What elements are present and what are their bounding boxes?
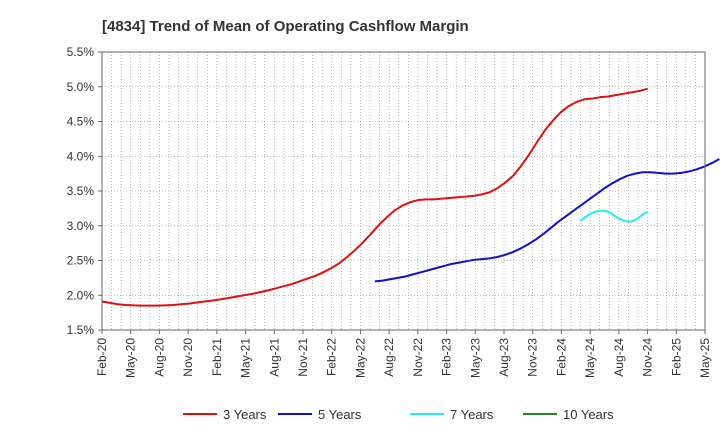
x-tick-label: May-20 — [124, 338, 138, 378]
x-tick-label: May-25 — [698, 338, 712, 378]
x-tick-label: Feb-23 — [440, 338, 454, 376]
x-tick-label: Aug-24 — [612, 338, 626, 377]
plot-area — [102, 52, 705, 330]
axes: 5.5%5.0%4.5%4.0%3.5%3.0%2.5%2.0%1.5%Feb-… — [67, 45, 712, 378]
legend-label: 7 Years — [450, 407, 494, 422]
y-tick-label: 4.0% — [67, 149, 95, 163]
x-tick-label: Nov-22 — [411, 338, 425, 377]
chart-title: [4834] Trend of Mean of Operating Cashfl… — [102, 18, 469, 35]
x-tick-label: Feb-20 — [95, 338, 109, 376]
x-tick-label: May-23 — [468, 338, 482, 378]
x-tick-label: Aug-20 — [152, 338, 166, 377]
y-tick-label: 1.5% — [67, 323, 95, 337]
x-tick-label: May-21 — [239, 338, 253, 378]
x-tick-label: Nov-21 — [296, 338, 310, 377]
x-tick-label: Aug-23 — [497, 338, 511, 377]
series-line-3-years — [101, 87, 648, 307]
y-tick-label: 5.0% — [67, 80, 95, 94]
legend-label: 5 Years — [318, 407, 362, 422]
x-tick-label: Nov-20 — [181, 338, 195, 377]
y-tick-label: 2.5% — [67, 254, 95, 268]
x-tick-label: May-24 — [583, 338, 597, 378]
plot-background — [102, 52, 705, 330]
x-tick-label: Feb-22 — [325, 338, 339, 376]
x-tick-label: Nov-23 — [526, 338, 540, 377]
y-tick-label: 4.5% — [67, 115, 95, 129]
y-tick-label: 5.5% — [67, 45, 95, 59]
grid — [102, 52, 705, 330]
series-lines — [101, 87, 720, 307]
series-line-7-years — [579, 209, 649, 223]
series-line-5-years — [374, 158, 720, 283]
x-tick-label: Feb-21 — [210, 338, 224, 376]
x-tick-label: Feb-25 — [669, 338, 683, 376]
x-tick-label: May-22 — [353, 338, 367, 378]
y-tick-label: 3.5% — [67, 184, 95, 198]
legend: 3 Years 5 Years 7 Years 10 Years — [183, 407, 614, 422]
x-tick-label: Aug-22 — [382, 338, 396, 377]
legend-label: 3 Years — [223, 407, 267, 422]
y-tick-label: 3.0% — [67, 219, 95, 233]
x-tick-label: Feb-24 — [554, 338, 568, 376]
x-tick-label: Nov-24 — [641, 338, 655, 377]
y-tick-label: 2.0% — [67, 288, 95, 302]
legend-label: 10 Years — [563, 407, 614, 422]
x-tick-label: Aug-21 — [267, 338, 281, 377]
